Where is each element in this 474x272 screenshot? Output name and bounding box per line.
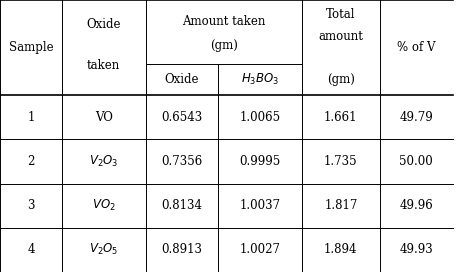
Text: taken: taken (87, 59, 120, 72)
Text: 49.79: 49.79 (400, 111, 433, 124)
Text: Oxide: Oxide (164, 73, 199, 86)
Text: Total: Total (326, 8, 356, 21)
Text: 1.0037: 1.0037 (239, 199, 281, 212)
Text: 49.93: 49.93 (400, 243, 433, 256)
Text: 0.8913: 0.8913 (161, 243, 202, 256)
Text: 1.894: 1.894 (324, 243, 357, 256)
Text: Amount taken: Amount taken (182, 15, 265, 27)
Text: $V_2O_5$: $V_2O_5$ (89, 242, 118, 258)
Text: 0.9995: 0.9995 (239, 155, 281, 168)
Text: 49.96: 49.96 (400, 199, 433, 212)
Text: 1.661: 1.661 (324, 111, 357, 124)
Text: (gm): (gm) (210, 39, 237, 52)
Text: 1.0065: 1.0065 (239, 111, 281, 124)
Text: $VO_2$: $VO_2$ (92, 198, 116, 213)
Text: 1.0027: 1.0027 (239, 243, 281, 256)
Text: 0.6543: 0.6543 (161, 111, 202, 124)
Text: $V_2O_3$: $V_2O_3$ (89, 154, 118, 169)
Text: 1: 1 (27, 111, 35, 124)
Text: Sample: Sample (9, 41, 53, 54)
Text: amount: amount (319, 30, 363, 43)
Text: 0.7356: 0.7356 (161, 155, 202, 168)
Text: 1.817: 1.817 (324, 199, 357, 212)
Text: $H_3BO_3$: $H_3BO_3$ (241, 72, 279, 87)
Text: 1.735: 1.735 (324, 155, 358, 168)
Text: Oxide: Oxide (86, 18, 121, 31)
Text: 0.8134: 0.8134 (161, 199, 202, 212)
Text: 2: 2 (27, 155, 35, 168)
Text: VO: VO (95, 111, 113, 124)
Text: 50.00: 50.00 (400, 155, 433, 168)
Text: % of V: % of V (397, 41, 436, 54)
Text: (gm): (gm) (327, 73, 355, 86)
Text: 4: 4 (27, 243, 35, 256)
Text: 3: 3 (27, 199, 35, 212)
